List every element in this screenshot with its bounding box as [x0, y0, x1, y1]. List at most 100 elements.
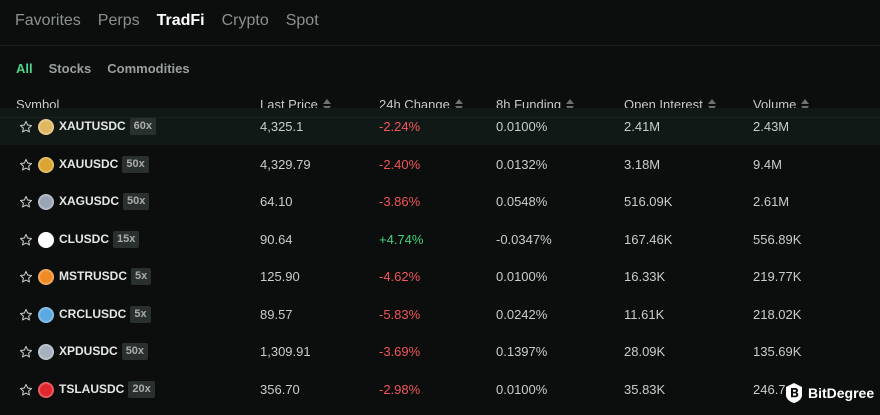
tab-favorites[interactable]: Favorites: [15, 12, 81, 29]
symbol-name: XAGUSDC: [59, 194, 120, 208]
symbol-cell[interactable]: CLUSDC 15x: [59, 221, 140, 258]
tab-perps[interactable]: Perps: [97, 12, 140, 29]
table-row[interactable]: XAUUSDC 50x 4,329.79 -2.40% 0.0132% 3.18M 9.4M: [0, 146, 880, 183]
funding-cell: 0.0548%: [496, 194, 548, 209]
leverage-badge: 20x: [128, 380, 155, 398]
bitcoin-coin-icon: [38, 269, 54, 285]
leverage-badge: 5x: [130, 305, 151, 323]
open-interest-cell: 16.33K: [624, 269, 666, 284]
leverage-badge: 60x: [129, 118, 157, 136]
last-price-cell: 1,309.91: [260, 344, 311, 359]
funding-cell: 0.0242%: [496, 306, 548, 322]
last-price-cell: 89.57: [260, 306, 293, 322]
tether-gold-coin-icon: [38, 119, 54, 135]
funding-cell: 0.0100%: [496, 119, 548, 134]
open-interest-cell: 11.61K: [624, 306, 665, 322]
symbol-cell[interactable]: XAUTUSDC 60x: [59, 108, 157, 145]
volume-cell: 218.02K: [753, 306, 802, 322]
subtab-stocks[interactable]: Stocks: [48, 61, 92, 76]
volume-cell: 2.61M: [753, 194, 790, 209]
subtab-all[interactable]: All: [16, 61, 33, 76]
volume-cell: 219.77K: [753, 269, 802, 284]
funding-cell: 0.0100%: [496, 381, 548, 397]
last-price-cell: 4,325.1: [260, 119, 304, 134]
table-row[interactable]: XAUTUSDC 60x 4,325.1 -2.24% 0.0100% 2.41M 2.43…: [0, 108, 880, 145]
bitdegree-logo-icon: [786, 383, 802, 403]
tab-spot[interactable]: Spot: [285, 12, 319, 29]
volume-cell: 9.4M: [753, 156, 782, 172]
symbol-cell[interactable]: XAGUSDC 50x: [59, 183, 150, 220]
favorite-star-icon[interactable]: [19, 345, 33, 359]
volume-cell: 135.69K: [753, 344, 802, 359]
tab-crypto[interactable]: Crypto: [221, 12, 269, 29]
symbol-cell[interactable]: MSTRUSDC 5x: [59, 258, 152, 295]
symbol-cell[interactable]: TSLAUSDC 20x: [59, 371, 155, 408]
change-cell: -4.62%: [379, 269, 421, 284]
symbol-cell[interactable]: CRCLUSDC 5x: [59, 296, 151, 333]
watermark: BitDegree: [784, 382, 874, 404]
change-cell: +4.74%: [379, 231, 424, 247]
symbol-name: XAUTUSDC: [59, 119, 126, 133]
favorite-star-icon[interactable]: [19, 233, 33, 247]
leverage-badge: 50x: [121, 343, 149, 361]
leverage-badge: 50x: [123, 193, 150, 211]
last-price-cell: 356.70: [260, 381, 300, 397]
last-price-cell: 4,329.79: [260, 156, 311, 172]
volume-cell: 556.89K: [753, 231, 802, 247]
circle-coin-icon: [38, 306, 54, 323]
open-interest-cell: 516.09K: [624, 194, 673, 209]
symbol-name: CLUSDC: [59, 231, 109, 246]
change-cell: -5.83%: [379, 306, 421, 322]
watermark-text: BitDegree: [808, 385, 875, 401]
symbol-name: MSTRUSDC: [59, 269, 127, 283]
table-row[interactable]: MSTRUSDC 5x 125.90 -4.62% 0.0100% 16.33K 219.7…: [0, 258, 880, 295]
change-cell: -2.24%: [379, 119, 421, 134]
volume-cell: 2.43M: [753, 119, 790, 134]
funding-cell: -0.0347%: [496, 231, 552, 247]
open-interest-cell: 167.46K: [624, 231, 673, 247]
oil-drop-icon: [38, 231, 54, 248]
favorite-star-icon[interactable]: [19, 270, 33, 284]
open-interest-cell: 35.83K: [624, 381, 666, 397]
last-price-cell: 64.10: [260, 194, 293, 209]
table-row[interactable]: XAGUSDC 50x 64.10 -3.86% 0.0548% 516.09K 2.61M: [0, 183, 880, 220]
leverage-badge: 50x: [122, 155, 149, 173]
tab-tradfi[interactable]: TradFi: [156, 12, 205, 29]
table-row[interactable]: CRCLUSDC 5x 89.57 -5.83% 0.0242% 11.61K 218.02…: [0, 296, 880, 333]
favorite-star-icon[interactable]: [19, 383, 33, 397]
favorite-star-icon[interactable]: [19, 158, 33, 172]
table-row[interactable]: CLUSDC 15x 90.64 +4.74% -0.0347% 167.46K 556.8…: [0, 221, 880, 258]
silver-coin-icon: [38, 194, 54, 210]
category-filter: All Stocks Commodities: [16, 60, 206, 78]
funding-cell: 0.0132%: [496, 156, 548, 172]
symbol-name: TSLAUSDC: [59, 381, 125, 396]
table-row[interactable]: TSLAUSDC 20x 356.70 -2.98% 0.0100% 35.83K 246.…: [0, 371, 880, 408]
open-interest-cell: 3.18M: [624, 156, 661, 172]
last-price-cell: 90.64: [260, 231, 293, 247]
subtab-commodities[interactable]: Commodities: [107, 61, 190, 76]
gold-coin-icon: [38, 156, 54, 173]
change-cell: -2.40%: [379, 156, 421, 172]
change-cell: -2.98%: [379, 381, 421, 397]
last-price-cell: 125.90: [260, 269, 300, 284]
symbol-cell[interactable]: XPDUSDC 50x: [59, 333, 149, 370]
header-divider: [0, 117, 880, 118]
change-cell: -3.69%: [379, 344, 421, 359]
tabs-divider: [0, 45, 880, 46]
table-row[interactable]: XPDUSDC 50x 1,309.91 -3.69% 0.1397% 28.09K 135…: [0, 333, 880, 370]
funding-cell: 0.0100%: [496, 269, 548, 284]
funding-cell: 0.1397%: [496, 344, 548, 359]
leverage-badge: 5x: [131, 268, 152, 286]
favorite-star-icon[interactable]: [19, 120, 33, 134]
favorite-star-icon[interactable]: [19, 308, 33, 322]
symbol-cell[interactable]: XAUUSDC 50x: [59, 146, 149, 183]
tesla-coin-icon: [38, 381, 54, 398]
open-interest-cell: 28.09K: [624, 344, 666, 359]
palladium-coin-icon: [38, 344, 54, 360]
volume-cell: 246.7: [753, 381, 786, 397]
symbol-name: XAUUSDC: [59, 156, 119, 171]
symbol-name: XPDUSDC: [59, 344, 118, 358]
change-cell: -3.86%: [379, 194, 421, 209]
favorite-star-icon[interactable]: [19, 195, 33, 209]
leverage-badge: 15x: [113, 230, 140, 248]
